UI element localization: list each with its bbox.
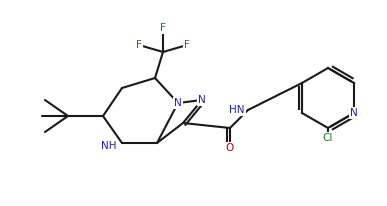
Text: Cl: Cl	[323, 133, 333, 143]
Text: N: N	[198, 95, 206, 105]
Text: N: N	[174, 98, 182, 108]
Text: F: F	[160, 23, 166, 33]
Text: HN: HN	[229, 105, 245, 115]
Text: F: F	[184, 40, 190, 50]
Text: O: O	[226, 143, 234, 153]
Text: F: F	[136, 40, 142, 50]
Text: N: N	[350, 108, 358, 118]
Text: NH: NH	[101, 141, 117, 151]
